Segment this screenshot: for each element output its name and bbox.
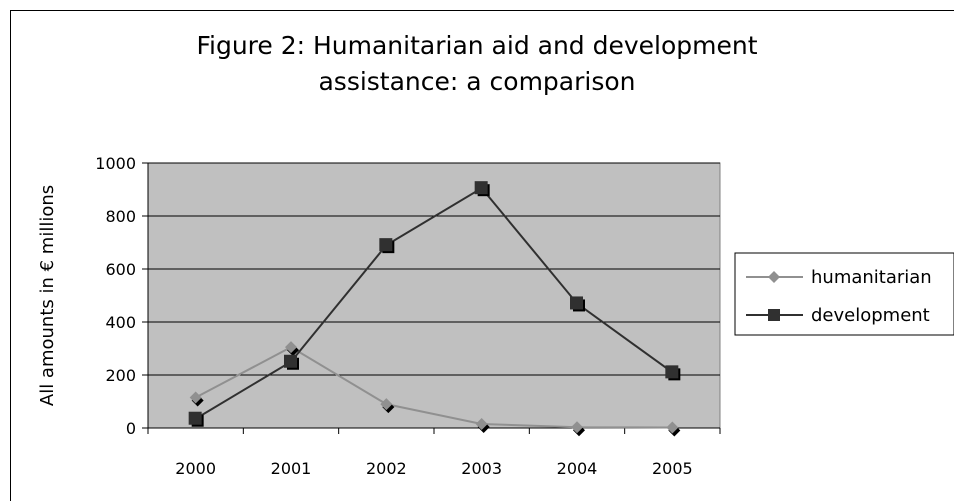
x-axis-ticks: 2000 2001 2002 2003 2004 2005 <box>147 428 721 478</box>
data-point-humanitarian <box>285 341 297 354</box>
series-development <box>195 186 673 420</box>
data-point-development <box>665 365 679 379</box>
y-tick-label: 400 <box>105 313 136 332</box>
series-group <box>188 181 681 437</box>
y-axis-ticks: 0 200 400 600 800 1000 <box>95 154 148 438</box>
x-tick-label: 2005 <box>652 459 693 478</box>
plot-area <box>147 162 721 429</box>
legend-box <box>734 252 954 336</box>
x-tick-label: 2002 <box>366 459 407 478</box>
series-humanitarian <box>195 346 673 429</box>
y-tick-label: 800 <box>105 207 136 226</box>
data-point-development <box>284 354 297 368</box>
legend-label: development <box>811 305 930 326</box>
x-tick-label: 2000 <box>175 459 216 478</box>
data-point-development <box>379 238 393 252</box>
data-point-development <box>570 296 583 310</box>
data-point-humanitarian <box>475 418 488 431</box>
data-point-development <box>474 181 488 195</box>
data-point-humanitarian <box>189 391 202 404</box>
y-tick-label: 1000 <box>95 154 136 173</box>
chart-title-line-2: assistance: a comparison <box>318 67 636 96</box>
legend-marker <box>768 309 780 321</box>
legend-item-humanitarian: humanitarian <box>746 267 932 288</box>
legend-label: humanitarian <box>811 267 932 288</box>
data-point-development <box>188 411 202 425</box>
x-tick-label: 2001 <box>271 459 312 478</box>
series-markers-development <box>188 181 681 427</box>
data-point-humanitarian <box>666 421 679 434</box>
series-markers-humanitarian <box>189 341 681 437</box>
y-tick-label: 600 <box>105 260 136 279</box>
legend-marker <box>768 271 780 283</box>
series-line-humanitarian <box>195 346 673 429</box>
series-line-development <box>195 186 673 420</box>
y-tick-label: 200 <box>105 366 136 385</box>
data-point-humanitarian <box>380 398 393 411</box>
chart-frame <box>10 10 954 501</box>
chart-title-line-1: Figure 2: Humanitarian aid and developme… <box>196 31 758 60</box>
x-tick-label: 2004 <box>557 459 598 478</box>
chart-title: Figure 2: Humanitarian aid and developme… <box>0 28 954 100</box>
y-axis-label: All amounts in € millions <box>37 185 58 406</box>
data-point-humanitarian <box>571 421 583 434</box>
legend: humanitarian development <box>734 252 954 336</box>
legend-item-development: development <box>746 305 930 326</box>
x-tick-label: 2003 <box>461 459 502 478</box>
y-tick-label: 0 <box>126 419 136 438</box>
